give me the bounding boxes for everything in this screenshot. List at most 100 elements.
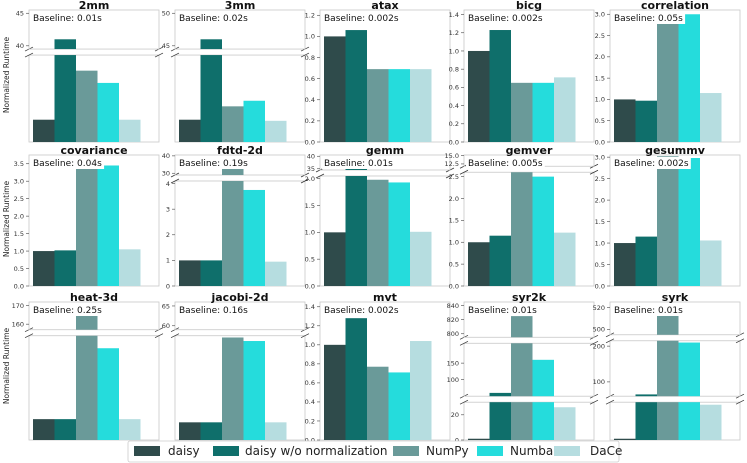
baseline-label-syr2k: Baseline: 0.01s: [468, 306, 537, 316]
tick-label: 520: [593, 304, 605, 312]
bar-correlation-numpy: [657, 22, 679, 142]
bar-covariance-numpy: [76, 167, 98, 286]
legend-item-daisy: daisy: [134, 444, 200, 458]
panel-correlation: 0.0 0.5 1.0 1.5 2.0 2.5 3.0 correlation Baseline…: [595, 0, 741, 146]
bar-segment: [388, 372, 410, 440]
tick-label: 45: [16, 10, 24, 18]
panel-syr2k: 0 20 100 150 800 820 840 syr2k Baseline: 0.01s: [447, 291, 599, 444]
bar-segment: [345, 168, 367, 170]
axis-break-mark: [445, 173, 455, 179]
tick-label: 40: [162, 152, 170, 160]
bar-segment: [179, 260, 201, 286]
bar-segment: [489, 30, 511, 142]
baseline-label-gemver: Baseline: 0.005s: [468, 159, 543, 169]
y-axis-label-row-3: Normalized Runtime: [2, 327, 11, 404]
bar-segment: [243, 100, 265, 142]
baseline-box: [31, 304, 105, 316]
bar-segment: [635, 236, 657, 286]
bar-segment: [54, 419, 76, 440]
bar-segment: [222, 166, 244, 175]
bar-2mm-daisy-w-o-normalization: [54, 39, 76, 143]
tick-label: 840: [447, 302, 459, 310]
legend-item-daisy-wo-normalization: daisy w/o normalization: [213, 444, 388, 458]
bar-jacobi-2d-daisy-w-o-normalization: [200, 422, 222, 440]
tick-label: 1.0: [449, 47, 459, 55]
axis-break-mark: [24, 333, 34, 339]
bar-segment: [700, 93, 722, 142]
bar-segment: [489, 392, 511, 397]
tick-label: 0.2: [449, 120, 459, 128]
axis-break-mark: [459, 340, 469, 346]
tick-label: 2.0: [305, 175, 315, 183]
bar-segment: [489, 235, 511, 286]
baseline-box: [31, 157, 105, 169]
tick-label: 0.4: [449, 102, 459, 110]
bar-fdtd-2d-dace: [265, 261, 287, 286]
bar-segment: [532, 402, 554, 440]
axis-frame-2mm-1: [28, 9, 160, 50]
axis-break-mark: [24, 52, 34, 58]
panel-title-gesummv: gesummv: [645, 144, 706, 157]
tick-label: 1.4: [305, 303, 315, 311]
tick-label: 20: [451, 411, 459, 419]
tick-label: 2: [166, 231, 170, 239]
baseline-label-fdtd-2d: Baseline: 0.19s: [179, 159, 248, 169]
tick-label: 0.2: [305, 117, 315, 125]
bar-segment: [410, 231, 432, 286]
panel-title-covariance: covariance: [60, 144, 127, 157]
bar-3mm-numba: [243, 100, 265, 142]
bar-fdtd-2d-numba: [243, 189, 265, 286]
legend-item-dace: DaCe: [554, 444, 622, 458]
bar-covariance-daisy: [33, 251, 55, 286]
bar-segment: [76, 314, 98, 330]
bar-segment: [33, 119, 55, 142]
bar-atax-numba: [388, 69, 410, 142]
tick-label: 150: [447, 359, 459, 367]
bar-segment: [678, 14, 700, 142]
bar-segment: [119, 249, 141, 286]
bar-segment: [345, 176, 367, 286]
axis-break-mark: [735, 399, 745, 405]
tick-label: 1.0: [305, 33, 315, 41]
tick-label: 0.0: [449, 138, 459, 146]
baseline-box: [177, 157, 251, 169]
bar-segment: [119, 119, 141, 142]
bar-segment: [367, 69, 389, 142]
bar-bicg-daisy-w-o-normalization: [489, 30, 511, 142]
tick-label: 12.5: [445, 160, 459, 168]
axis-break-mark: [170, 178, 180, 184]
axis-break-mark: [589, 399, 599, 405]
legend-label-numba: Numba: [510, 444, 553, 458]
axis-break-mark: [154, 333, 164, 339]
bar-segment: [678, 342, 700, 397]
tick-label: 1.2: [305, 12, 315, 20]
bar-bicg-daisy: [468, 50, 490, 143]
bar-syr2k-dace: [554, 407, 576, 440]
tick-label: 1.5: [595, 218, 605, 226]
baseline-label-3mm: Baseline: 0.02s: [179, 14, 248, 24]
tick-label: 200: [593, 342, 605, 350]
bar-2mm-daisy: [33, 119, 55, 142]
bar-segment: [200, 260, 222, 286]
bar-segment: [511, 343, 533, 397]
baseline-label-syrk: Baseline: 0.01s: [614, 306, 683, 316]
axis-break-mark: [605, 338, 615, 344]
tick-label: 0.8: [305, 54, 315, 62]
bar-2mm-numpy: [76, 70, 98, 142]
bar-segment: [200, 55, 222, 143]
bar-correlation-numba: [678, 14, 700, 142]
bar-fdtd-2d-daisy: [179, 260, 201, 286]
tick-label: 30: [162, 170, 170, 178]
bar-gemver-daisy-w-o-normalization: [489, 235, 511, 286]
bar-syr2k-numba: [532, 359, 554, 440]
panel-title-3mm: 3mm: [225, 0, 256, 12]
bar-heat-3d-numba: [97, 348, 119, 440]
bar-segment: [700, 404, 722, 440]
panel-title-correlation: correlation: [641, 0, 709, 12]
tick-label: 1.2: [449, 29, 459, 37]
tick-label: 800: [447, 330, 459, 338]
bar-segment: [388, 69, 410, 142]
bar-3mm-numpy: [222, 106, 244, 142]
bar-segment: [324, 36, 346, 142]
bar-segment: [76, 70, 98, 142]
